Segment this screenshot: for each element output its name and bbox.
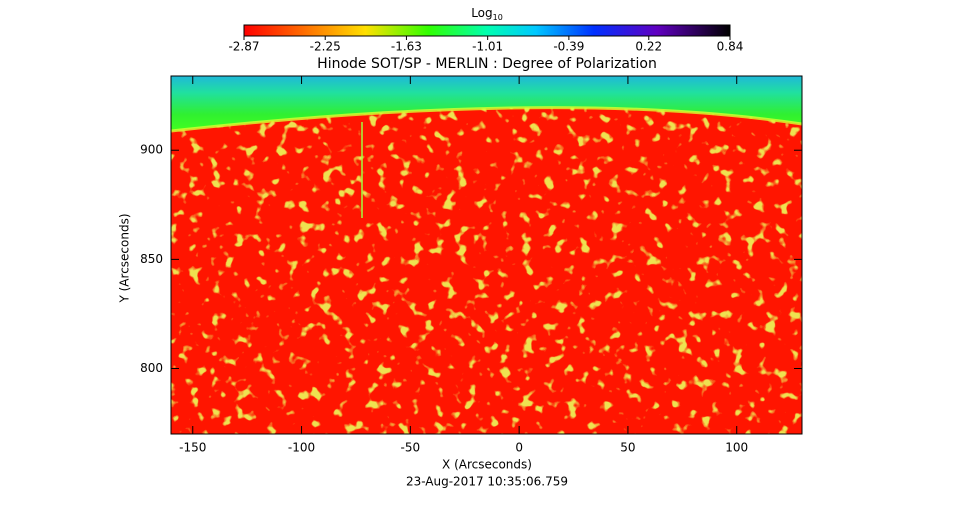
chart-title: Hinode SOT/SP - MERLIN : Degree of Polar…: [317, 56, 657, 72]
colorbar-label-main: Log: [471, 6, 492, 20]
x-tick-label: -150: [179, 441, 206, 455]
footer: 23-Aug-2017 10:35:06.759: [406, 475, 568, 489]
axes: -150 -100 -50 0 50 100 800 850 900: [140, 76, 802, 455]
colorbar-tick-label: -1.01: [472, 40, 503, 54]
colorbar-label-sub: 10: [493, 13, 503, 22]
y-tick-label: 850: [140, 252, 163, 266]
colorbar: [243, 24, 731, 37]
y-tick-label: 800: [140, 361, 163, 375]
y-axis-label: Y (Arcseconds): [118, 213, 132, 303]
y-tick-label: 900: [140, 143, 163, 157]
colorbar-tick-label: 0.22: [635, 40, 662, 54]
colorbar-tick-label: 0.84: [717, 40, 744, 54]
x-axis-label: X (Arcseconds): [442, 458, 532, 472]
x-tick-label: -100: [288, 441, 315, 455]
colorbar-tick-label: -1.63: [391, 40, 422, 54]
solar-image: [171, 76, 802, 434]
x-tick-label: 0: [515, 441, 523, 455]
x-tick-label: 50: [620, 441, 635, 455]
colorbar-label: Log10: [471, 6, 503, 22]
plot-frame: [170, 75, 803, 435]
colorbar-ticks: -2.87 -2.25 -1.63 -1.01 -0.39 0.22 0.84: [228, 36, 743, 54]
colorbar-tick-label: -2.87: [228, 40, 259, 54]
colorbar-tick-label: -2.25: [310, 40, 341, 54]
x-tick-label: -50: [401, 441, 421, 455]
x-tick-label: 100: [725, 441, 748, 455]
colorbar-tick-label: -0.39: [553, 40, 584, 54]
